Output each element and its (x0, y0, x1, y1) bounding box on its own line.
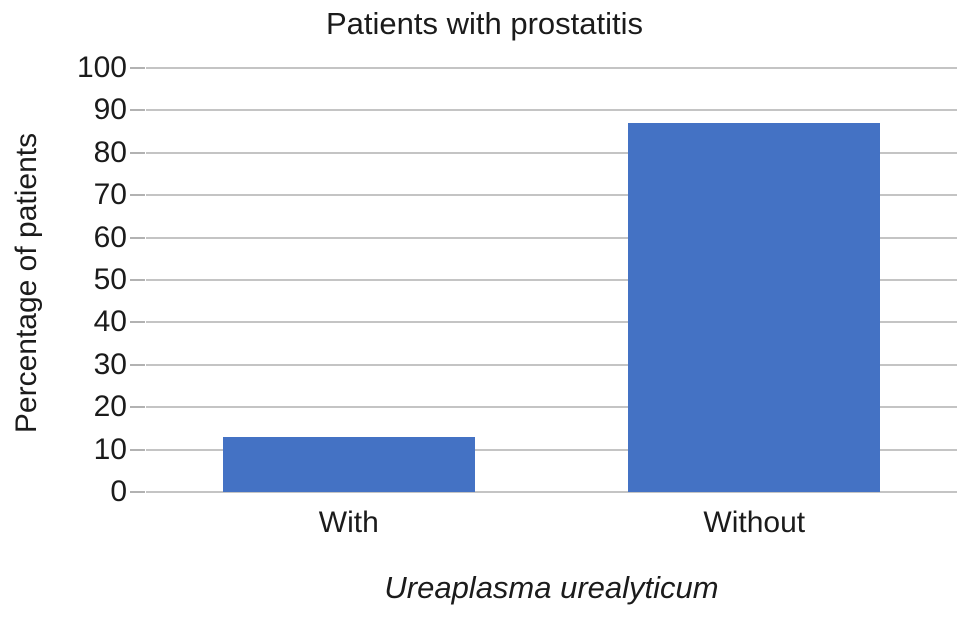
y-tick-mark-90 (130, 109, 145, 112)
y-tick-label-10: 10 (93, 432, 127, 466)
bar-without (628, 123, 881, 492)
y-tick-mark-20 (130, 406, 145, 409)
x-category-label-with: With (318, 506, 379, 539)
bar-with (222, 436, 475, 492)
y-tick-label-50: 50 (93, 263, 127, 296)
y-tick-label-90: 90 (93, 93, 127, 127)
gridline-y-0 (146, 491, 957, 493)
x-axis-title: Ureaplasma urealyticum (384, 570, 719, 605)
y-tick-label-70: 70 (93, 178, 127, 212)
gridline-y-60 (146, 236, 957, 239)
y-tick-label-40: 40 (93, 305, 127, 339)
y-tick-mark-100 (130, 67, 145, 69)
y-tick-mark-60 (130, 236, 145, 239)
y-tick-label-80: 80 (93, 135, 127, 169)
gridline-y-100 (146, 67, 957, 69)
gridline-y-80 (146, 151, 957, 154)
y-tick-mark-50 (130, 279, 145, 281)
y-tick-mark-0 (130, 491, 145, 493)
gridline-y-20 (146, 406, 957, 409)
gridline-y-90 (146, 109, 957, 112)
y-tick-label-0: 0 (110, 475, 127, 508)
y-tick-label-30: 30 (93, 347, 127, 381)
gridline-y-10 (146, 448, 957, 451)
y-tick-mark-40 (130, 321, 145, 324)
y-tick-mark-30 (130, 363, 145, 366)
y-tick-mark-70 (130, 194, 145, 197)
gridline-y-70 (146, 194, 957, 197)
y-tick-mark-10 (130, 448, 145, 451)
y-tick-label-100: 100 (76, 51, 127, 84)
y-tick-mark-80 (130, 151, 145, 154)
x-category-label-without: Without (703, 506, 806, 539)
plot-area (146, 67, 957, 493)
y-tick-label-60: 60 (93, 220, 127, 254)
y-tick-label-20: 20 (93, 390, 127, 424)
chart-title: Patients with prostatitis (325, 6, 644, 41)
gridline-y-40 (146, 321, 957, 324)
gridline-y-30 (146, 363, 957, 366)
gridline-y-50 (146, 279, 957, 281)
